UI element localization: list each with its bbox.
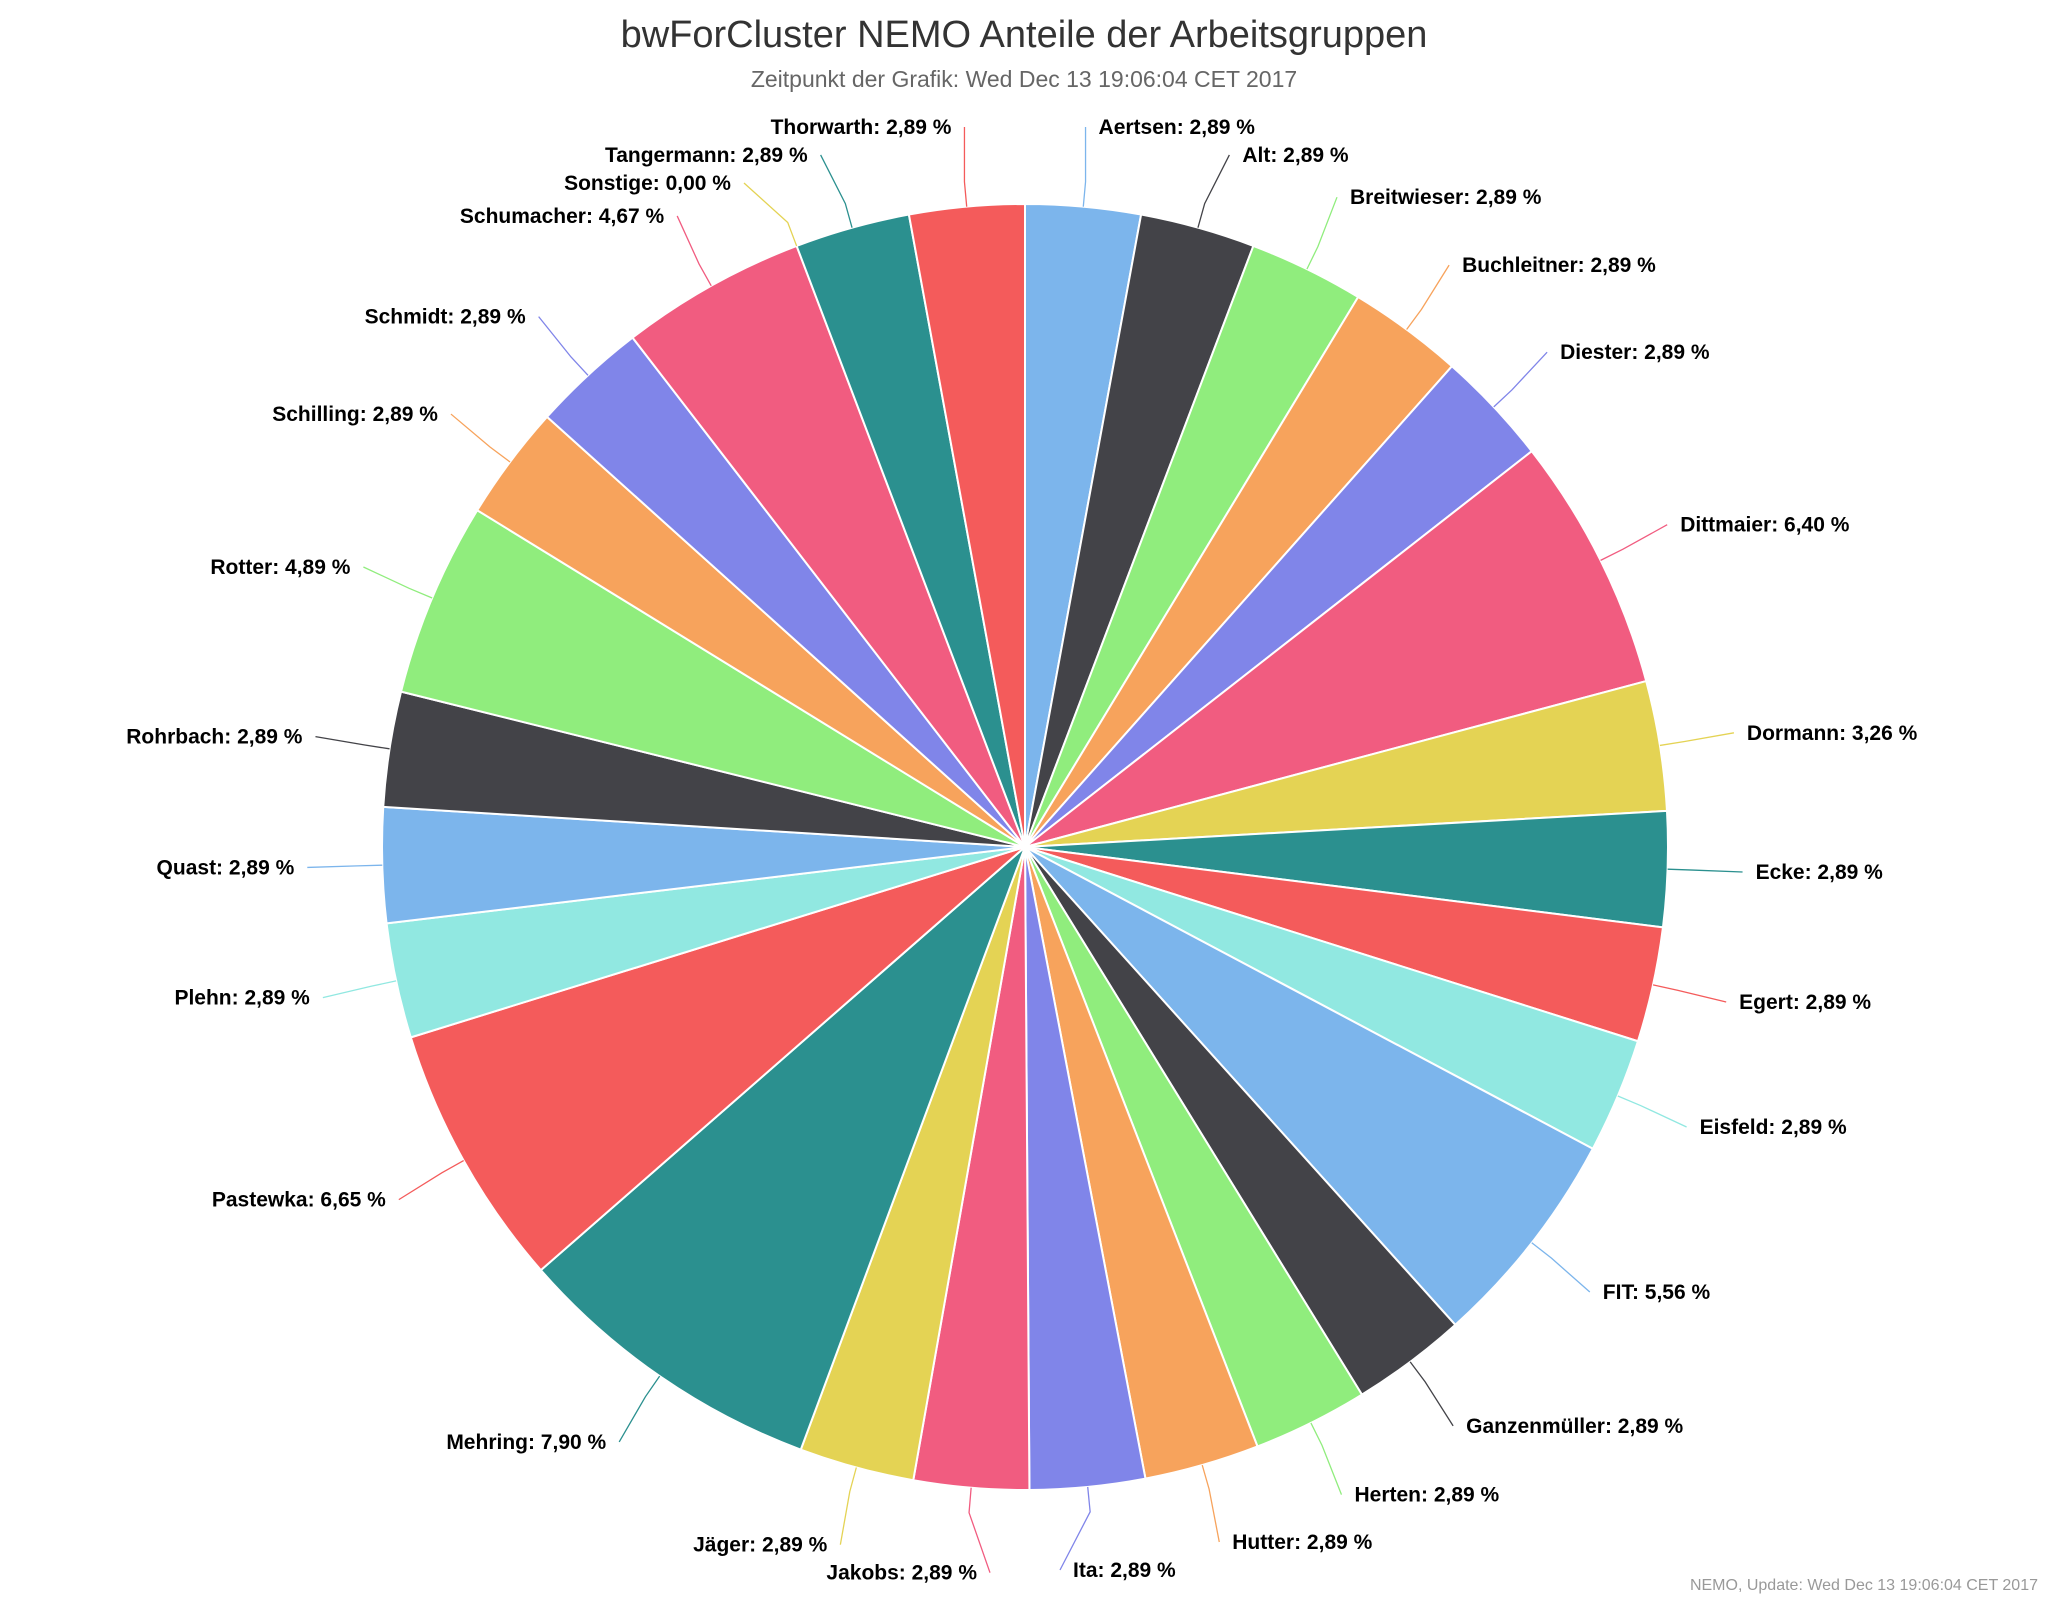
connector-hutter <box>1201 1464 1220 1543</box>
credits: NEMO, Update: Wed Dec 13 19:06:04 CET 20… <box>1690 1577 2038 1594</box>
chart-title: bwForCluster NEMO Anteile der Arbeitsgru… <box>621 14 1428 56</box>
data-label-fit: FIT: 5,56 % <box>1603 1281 1711 1304</box>
connector-tangermann <box>820 154 853 228</box>
data-label-egert: Egert: 2,89 % <box>1739 991 1871 1014</box>
connector-eisfeld <box>1617 1095 1687 1128</box>
data-label-alt: Alt: 2,89 % <box>1242 144 1349 167</box>
pie-slice-mehring[interactable] <box>539 846 1026 1451</box>
data-label-dormann: Dormann: 3,26 % <box>1747 722 1918 745</box>
connector-dormann <box>1659 732 1735 747</box>
connector-herten <box>1310 1422 1343 1495</box>
connector-schilling <box>450 413 511 463</box>
connector-ecke <box>1667 868 1743 873</box>
connector-quast <box>307 864 383 869</box>
label-connectors <box>307 126 1743 1573</box>
data-label-quast: Quast: 2,89 % <box>157 856 295 879</box>
data-label-ganzenmuller: Ganzenmüller: 2,89 % <box>1466 1415 1683 1438</box>
chart-subtitle: Zeitpunkt der Grafik: Wed Dec 13 19:06:0… <box>751 66 1297 92</box>
pie-slice-pastewka[interactable] <box>409 846 1026 1272</box>
data-label-ita: Ita: 2,89 % <box>1073 1559 1176 1582</box>
data-label-thorwarth: Thorwarth: 2,89 % <box>771 116 952 139</box>
data-label-tangermann: Tangermann: 2,89 % <box>605 144 808 167</box>
data-labels: Aertsen: 2,89 % Alt: 2,89 %Breitwieser: 2… <box>126 116 1917 1585</box>
data-label-breitwieser: Breitwieser: 2,89 % <box>1350 186 1542 209</box>
connector-schmidt <box>538 316 589 376</box>
connector-egert <box>1652 984 1727 1003</box>
connector-mehring <box>618 1375 661 1443</box>
connector-ganzenmuller <box>1409 1361 1454 1427</box>
data-label-sonstige: Sonstige: 0,00 % <box>564 172 731 195</box>
data-label-hutter: Hutter: 2,89 % <box>1232 1531 1372 1554</box>
connector-jager <box>839 1467 857 1545</box>
connector-fit <box>1531 1242 1591 1293</box>
connector-rohrbach <box>315 735 390 750</box>
data-label-rotter: Rotter: 4,89 % <box>210 556 350 579</box>
connector-aertsen <box>1082 126 1087 207</box>
connector-schumacher <box>676 215 712 287</box>
connector-pastewka <box>398 1160 464 1201</box>
pie-slices <box>381 203 1669 1491</box>
data-label-schilling: Schilling: 2,89 % <box>272 403 438 426</box>
connector-jakobs <box>968 1487 991 1573</box>
data-label-rohrbach: Rohrbach: 2,89 % <box>126 726 303 749</box>
connector-alt <box>1197 154 1230 228</box>
connector-dittmaier <box>1600 524 1668 561</box>
connector-diester <box>1493 351 1548 408</box>
data-label-schumacher: Schumacher: 4,67 % <box>460 205 665 228</box>
connector-rotter <box>363 566 433 599</box>
data-label-pastewka: Pastewka: 6,65 % <box>212 1189 386 1212</box>
data-label-jakobs: Jakobs: 2,89 % <box>826 1562 977 1585</box>
data-label-dittmaier: Dittmaier: 6,40 % <box>1680 514 1850 537</box>
pie-slice-fit[interactable] <box>1024 846 1594 1326</box>
connector-sonstige <box>743 182 798 247</box>
pie-slice-schumacher[interactable] <box>631 244 1026 848</box>
data-label-aertsen: Aertsen: 2,89 % <box>1099 116 1256 139</box>
data-label-diester: Diester: 2,89 % <box>1560 341 1710 364</box>
data-label-herten: Herten: 2,89 % <box>1354 1484 1499 1507</box>
connector-breitwieser <box>1306 196 1338 270</box>
data-label-jager: Jäger: 2,89 % <box>693 1534 828 1557</box>
pie-slice-dittmaier[interactable] <box>1024 450 1648 848</box>
data-label-schmidt: Schmidt: 2,89 % <box>365 306 526 329</box>
data-label-plehn: Plehn: 2,89 % <box>174 987 310 1010</box>
connector-plehn <box>322 980 397 999</box>
connector-ita <box>1059 1486 1091 1571</box>
data-label-buchleitner: Buchleitner: 2,89 % <box>1462 254 1656 277</box>
data-label-ecke: Ecke: 2,89 % <box>1756 861 1884 884</box>
connector-buchleitner <box>1406 264 1450 330</box>
data-label-mehring: Mehring: 7,90 % <box>446 1431 606 1454</box>
data-label-eisfeld: Eisfeld: 2,89 % <box>1700 1116 1847 1139</box>
connector-thorwarth <box>963 126 968 207</box>
